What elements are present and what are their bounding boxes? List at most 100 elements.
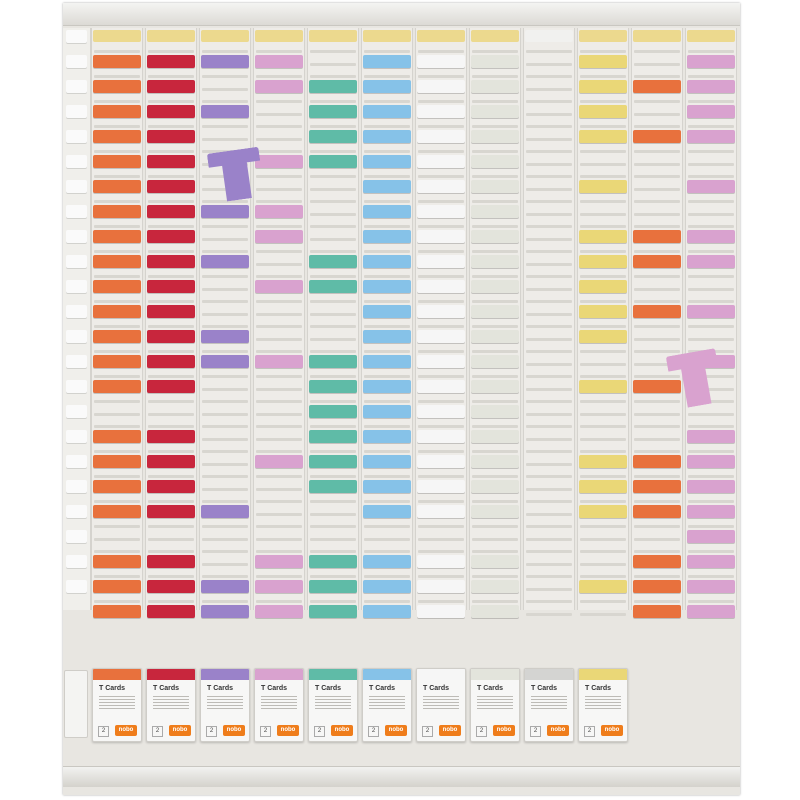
- t-card[interactable]: [93, 130, 141, 143]
- index-tab[interactable]: [66, 280, 87, 293]
- t-card[interactable]: [633, 80, 681, 93]
- column-header-card[interactable]: [417, 30, 465, 42]
- t-card[interactable]: [147, 105, 195, 118]
- t-card[interactable]: [633, 455, 681, 468]
- index-tab[interactable]: [66, 255, 87, 268]
- t-card[interactable]: [93, 80, 141, 93]
- column-header-card[interactable]: [633, 30, 681, 42]
- t-card[interactable]: [363, 205, 411, 218]
- t-card[interactable]: [633, 505, 681, 518]
- t-card[interactable]: [201, 605, 249, 618]
- t-card[interactable]: [417, 280, 465, 293]
- t-card[interactable]: [633, 580, 681, 593]
- t-card[interactable]: [579, 280, 627, 293]
- t-card[interactable]: [255, 580, 303, 593]
- t-card[interactable]: [417, 180, 465, 193]
- t-card[interactable]: [255, 55, 303, 68]
- t-card[interactable]: [417, 505, 465, 518]
- t-card[interactable]: [471, 105, 519, 118]
- t-card[interactable]: [147, 180, 195, 193]
- t-card[interactable]: [579, 230, 627, 243]
- t-card[interactable]: [93, 430, 141, 443]
- t-card[interactable]: [687, 505, 735, 518]
- t-card[interactable]: [363, 130, 411, 143]
- t-card[interactable]: [255, 230, 303, 243]
- t-card[interactable]: [93, 355, 141, 368]
- t-card[interactable]: [471, 155, 519, 168]
- t-card-box[interactable]: T Cards 2 nobo: [146, 668, 196, 742]
- t-card[interactable]: [93, 155, 141, 168]
- t-card[interactable]: [579, 505, 627, 518]
- t-card[interactable]: [471, 355, 519, 368]
- t-card[interactable]: [417, 430, 465, 443]
- t-card[interactable]: [579, 580, 627, 593]
- t-card[interactable]: [471, 430, 519, 443]
- t-card[interactable]: [471, 455, 519, 468]
- t-card[interactable]: [93, 280, 141, 293]
- t-card[interactable]: [579, 455, 627, 468]
- t-card[interactable]: [417, 155, 465, 168]
- t-card[interactable]: [255, 280, 303, 293]
- t-card[interactable]: [147, 455, 195, 468]
- t-card[interactable]: [417, 130, 465, 143]
- t-card[interactable]: [201, 105, 249, 118]
- t-card[interactable]: [147, 230, 195, 243]
- t-card-box[interactable]: T Cards 2 nobo: [200, 668, 250, 742]
- t-card[interactable]: [147, 280, 195, 293]
- t-card[interactable]: [363, 405, 411, 418]
- column-header-card[interactable]: [687, 30, 735, 42]
- t-card[interactable]: [471, 205, 519, 218]
- t-card[interactable]: [633, 555, 681, 568]
- t-card[interactable]: [255, 80, 303, 93]
- t-card[interactable]: [309, 430, 357, 443]
- t-card[interactable]: [471, 405, 519, 418]
- column-header-card[interactable]: [93, 30, 141, 42]
- index-tab[interactable]: [66, 180, 87, 193]
- t-card[interactable]: [147, 380, 195, 393]
- index-tab[interactable]: [66, 555, 87, 568]
- column-header-card[interactable]: [525, 30, 573, 42]
- t-card[interactable]: [579, 305, 627, 318]
- t-card[interactable]: [417, 230, 465, 243]
- t-card[interactable]: [363, 305, 411, 318]
- t-card[interactable]: [93, 330, 141, 343]
- column-header-card[interactable]: [255, 30, 303, 42]
- index-tab[interactable]: [66, 205, 87, 218]
- t-card-box[interactable]: T Cards 2 nobo: [308, 668, 358, 742]
- t-card[interactable]: [471, 80, 519, 93]
- t-card[interactable]: [93, 505, 141, 518]
- index-tab[interactable]: [66, 30, 87, 43]
- column-header-card[interactable]: [363, 30, 411, 42]
- t-card-box[interactable]: T Cards 2 nobo: [524, 668, 574, 742]
- index-tab[interactable]: [66, 155, 87, 168]
- column-header-card[interactable]: [309, 30, 357, 42]
- t-card[interactable]: [579, 105, 627, 118]
- t-card[interactable]: [471, 255, 519, 268]
- t-card[interactable]: [147, 255, 195, 268]
- t-card[interactable]: [471, 55, 519, 68]
- t-card[interactable]: [687, 255, 735, 268]
- t-card[interactable]: [309, 255, 357, 268]
- t-card[interactable]: [147, 55, 195, 68]
- t-card-box[interactable]: T Cards 2 nobo: [254, 668, 304, 742]
- t-card[interactable]: [579, 80, 627, 93]
- t-card[interactable]: [363, 480, 411, 493]
- t-card[interactable]: [363, 580, 411, 593]
- t-card[interactable]: [633, 230, 681, 243]
- t-card[interactable]: [417, 330, 465, 343]
- t-card[interactable]: [147, 355, 195, 368]
- index-tab[interactable]: [66, 430, 87, 443]
- t-card[interactable]: [147, 555, 195, 568]
- t-card-box[interactable]: T Cards 2 nobo: [470, 668, 520, 742]
- t-card[interactable]: [147, 480, 195, 493]
- t-card[interactable]: [417, 555, 465, 568]
- t-card[interactable]: [687, 105, 735, 118]
- t-card[interactable]: [93, 55, 141, 68]
- t-card[interactable]: [201, 55, 249, 68]
- t-card[interactable]: [363, 355, 411, 368]
- index-tab[interactable]: [66, 505, 87, 518]
- t-card[interactable]: [363, 105, 411, 118]
- t-card[interactable]: [471, 305, 519, 318]
- t-card[interactable]: [309, 455, 357, 468]
- t-card[interactable]: [147, 305, 195, 318]
